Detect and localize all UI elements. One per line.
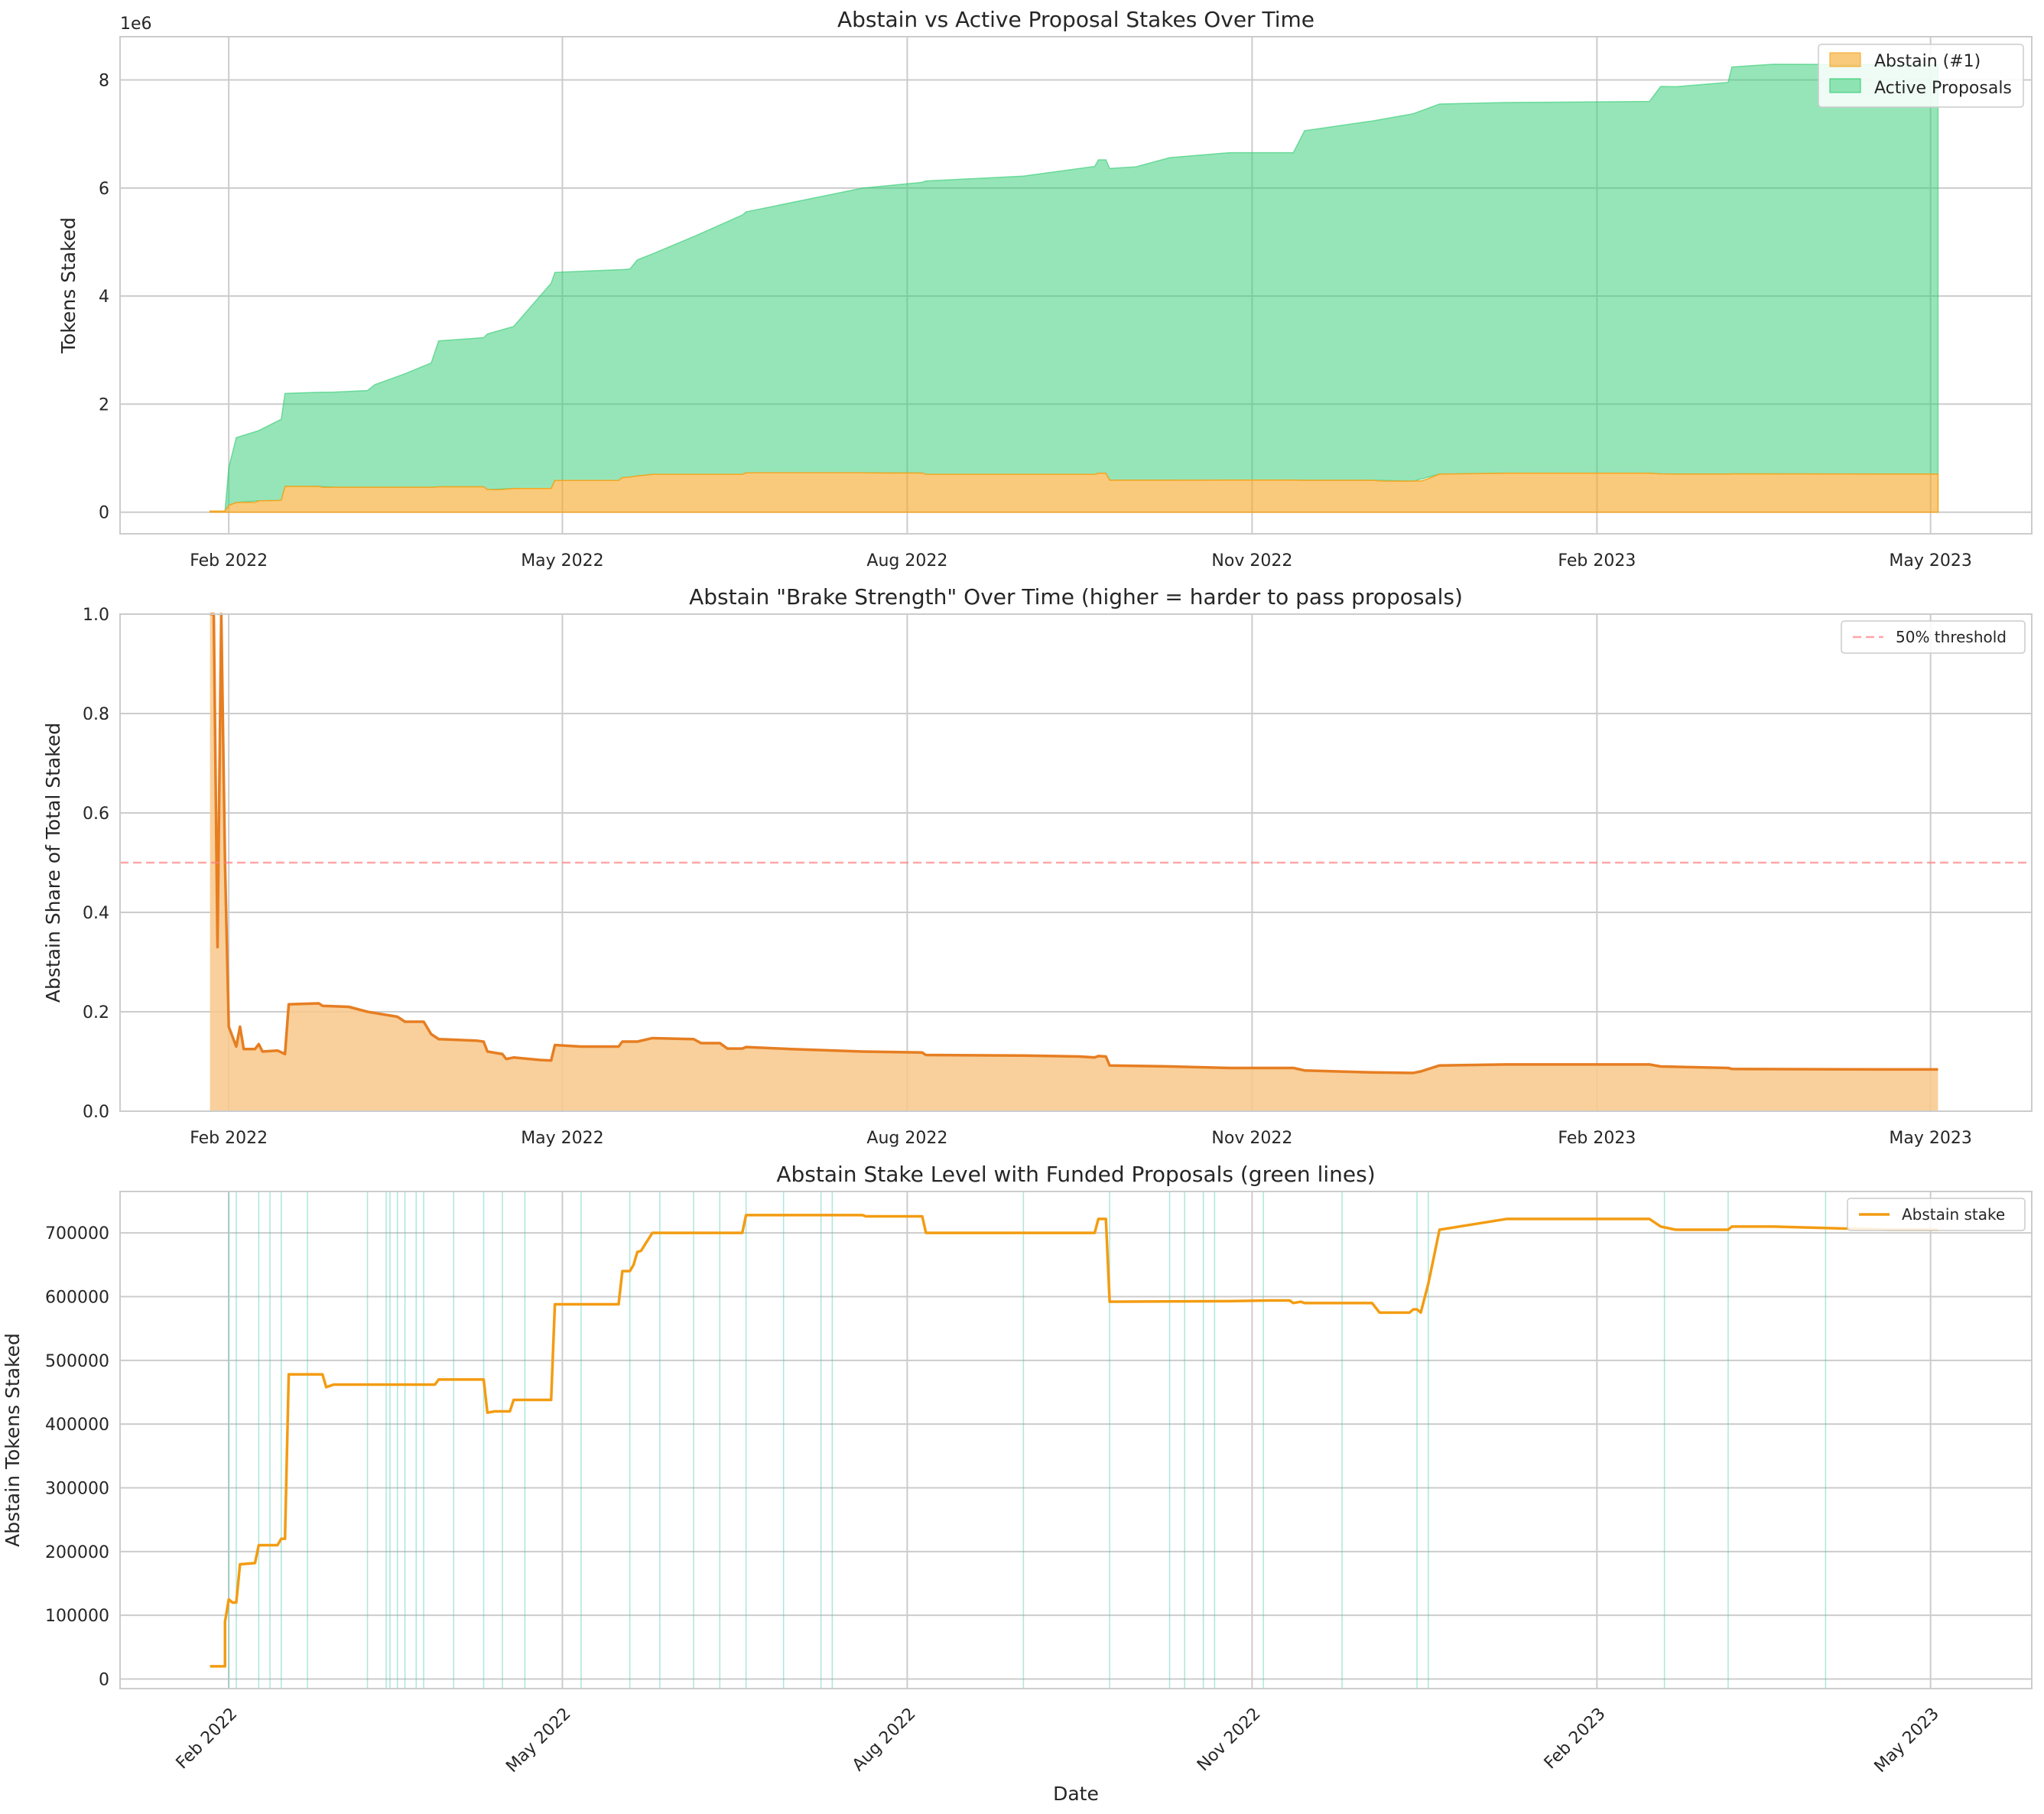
x-tick-label-feb-2022: Feb 2022 — [190, 1129, 268, 1148]
x-tick-label-may-2023: May 2023 — [1889, 1129, 1971, 1148]
area-abstain-share — [210, 614, 1938, 1111]
area-abstain — [209, 472, 1939, 513]
x-tick-label-may-2022: May 2022 — [521, 551, 603, 571]
legend-stakes: Abstain (#1) Active Proposals — [1818, 44, 2024, 108]
y-tick-label-4: 4 — [99, 288, 109, 307]
y-tick-label-400000: 400000 — [45, 1416, 109, 1435]
legend-brake-strength: 50% threshold — [1841, 620, 2026, 654]
chart-title-stakes: Abstain vs Active Proposal Stakes Over T… — [837, 7, 1314, 32]
chart-title-abstain-stake: Abstain Stake Level with Funded Proposal… — [776, 1162, 1375, 1187]
y-tick-label-0-4: 0.4 — [83, 904, 109, 923]
line-abstain-share — [210, 613, 1938, 1074]
legend-box — [1818, 44, 2024, 108]
y-tick-label-2: 2 — [99, 395, 109, 414]
y-tick-label-200000: 200000 — [45, 1543, 109, 1562]
y-axis-label-abstain-stake: Abstain Tokens Staked — [2, 1333, 24, 1547]
legend-entry-threshold: 50% threshold — [1896, 628, 2007, 646]
legend-entry-abstain-stake: Abstain stake — [1902, 1205, 2005, 1224]
legend-entry-active-proposals: Active Proposals — [1874, 79, 2012, 98]
y-tick-label-0-2: 0.2 — [83, 1003, 109, 1022]
panel-brake-strength: 0.0 0.2 0.4 0.6 0.8 1.0 Feb 2022 May 2022 Aug 20… — [42, 584, 2033, 1148]
y-tick-label-500000: 500000 — [45, 1352, 109, 1371]
y-tick-label-0: 0 — [99, 1671, 109, 1690]
x-tick-label-may-2023: May 2023 — [1889, 551, 1971, 571]
y-axis-label-stakes: Tokens Staked — [57, 217, 80, 354]
y-tick-label-600000: 600000 — [45, 1289, 109, 1308]
x-tick-label-feb-2023: Feb 2023 — [1558, 1129, 1636, 1148]
y-tick-label-8: 8 — [99, 72, 109, 91]
x-tick-label-feb-2023: Feb 2023 — [1558, 551, 1636, 571]
x-tick-label-nov-2022: Nov 2022 — [1211, 1129, 1292, 1148]
plot-frame — [119, 36, 2033, 535]
x-tick-label-may-2022: May 2022 — [521, 1129, 603, 1148]
y-tick-label-700000: 700000 — [45, 1224, 109, 1243]
y-tick-label-0-6: 0.6 — [83, 805, 109, 824]
y-tick-label-6: 6 — [99, 180, 109, 199]
y-tick-label-0-8: 0.8 — [83, 705, 109, 724]
x-axis-label-date: Date — [1053, 1783, 1099, 1805]
x-tick-label-feb-2022: Feb 2022 — [190, 551, 268, 571]
plot-frame — [119, 613, 2033, 1112]
y-tick-label-0: 0 — [99, 504, 109, 523]
y-tick-label-100000: 100000 — [45, 1607, 109, 1626]
legend-swatch-active-proposals — [1829, 78, 1861, 93]
x-tick-label-aug-2022: Aug 2022 — [866, 551, 947, 571]
x-tick-label-nov-2022: Nov 2022 — [1211, 551, 1292, 571]
x-tick-label-aug-2022: Aug 2022 — [866, 1129, 947, 1148]
y-tick-label-0-0: 0.0 — [83, 1103, 109, 1122]
panel-stakes-over-time: 0 2 4 6 8 Feb 2022 May 2022 Aug 2022 Nov 2022 Feb… — [57, 7, 2033, 571]
line-abstain-stake — [210, 1214, 1938, 1668]
legend-box — [1841, 620, 2026, 654]
legend-swatch-abstain — [1829, 52, 1861, 67]
plot-frame — [119, 1191, 2033, 1689]
legend-box — [1847, 1198, 2026, 1231]
y-axis-offset-label: 1e6 — [120, 15, 152, 34]
chart-title-brake-strength: Abstain "Brake Strength" Over Time (high… — [689, 584, 1463, 610]
y-tick-label-1-0: 1.0 — [83, 606, 109, 625]
legend-entry-abstain: Abstain (#1) — [1874, 52, 1981, 71]
legend-abstain-stake: Abstain stake — [1847, 1198, 2026, 1231]
y-tick-label-300000: 300000 — [45, 1480, 109, 1499]
y-axis-label-brake-strength: Abstain Share of Total Staked — [42, 723, 64, 1003]
